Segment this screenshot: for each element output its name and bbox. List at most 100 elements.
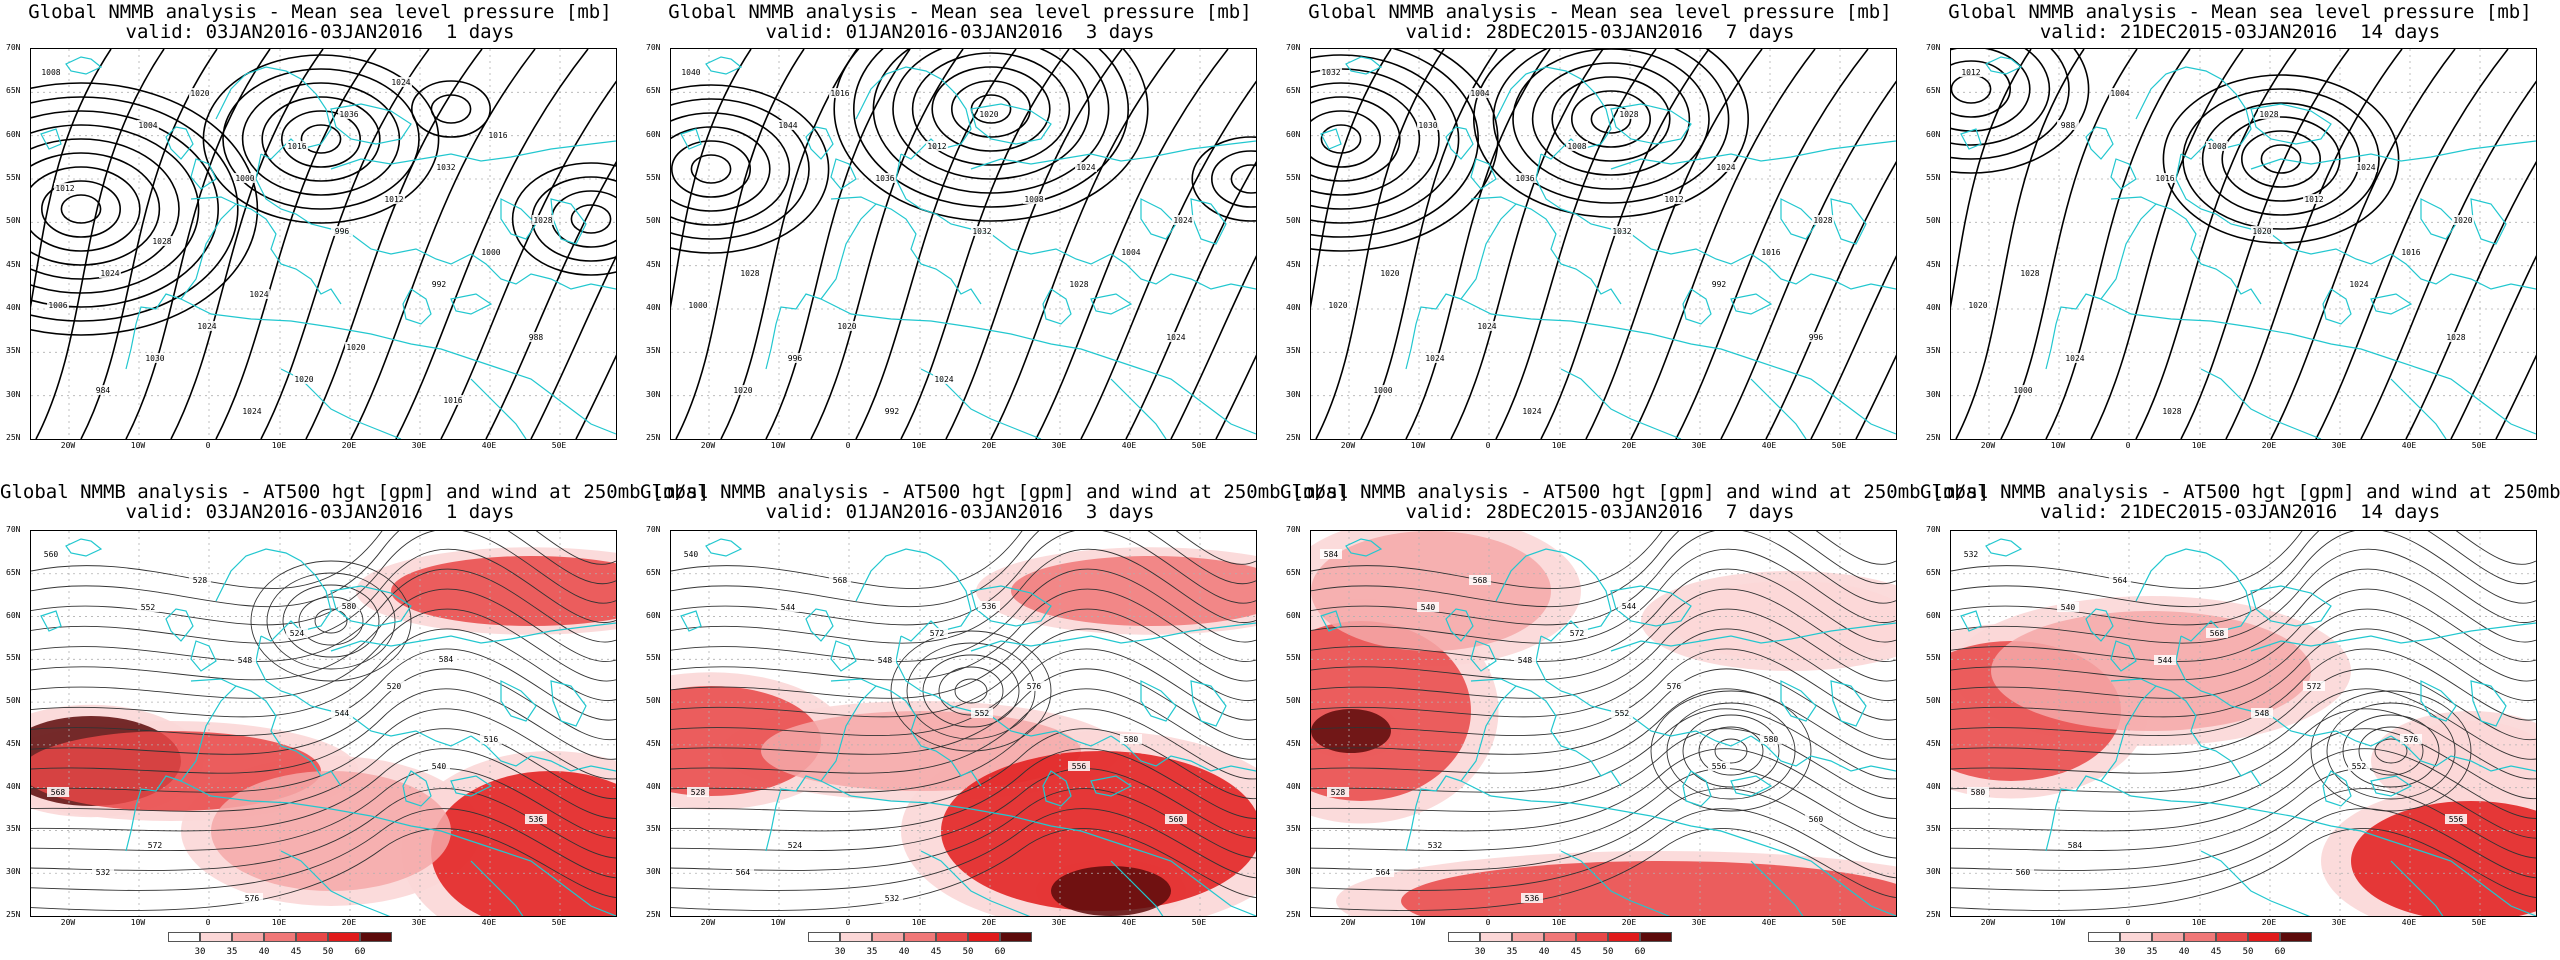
- contour-label: 1008: [1024, 195, 1043, 204]
- height-contour: [31, 748, 616, 832]
- isobar: [931, 66, 1051, 152]
- contour-label-bg: [2303, 194, 2325, 204]
- contour-label: 520: [387, 682, 402, 691]
- height-contour: [31, 708, 616, 793]
- contour-label-bg: [784, 353, 806, 363]
- colorbar-segment: [232, 932, 264, 942]
- isobar: [2240, 130, 2321, 188]
- contour-label: 548: [2255, 709, 2270, 718]
- lat-label: 60N: [1286, 610, 1301, 620]
- coastline: [2250, 622, 2536, 652]
- contour-label: 1004: [138, 121, 157, 130]
- lon-label: 20W: [1340, 441, 1356, 450]
- isobar: [1405, 49, 1551, 439]
- contour-label: 1028: [740, 269, 759, 278]
- lat-label: 35N: [6, 346, 21, 356]
- map-panel-p5: Global NMMB analysis - AT500 hgt [gpm] a…: [0, 480, 709, 960]
- colorbar-tick: 30: [1474, 947, 1486, 957]
- colorbar-segment: [2184, 932, 2216, 942]
- coastline: [990, 715, 1112, 747]
- coastline: [190, 640, 217, 672]
- coastline: [820, 298, 1256, 435]
- lon-label: 10W: [2050, 918, 2066, 927]
- height-contour: [31, 728, 616, 812]
- coastline: [1830, 680, 1867, 727]
- panel-title: Global NMMB analysis - Mean sea level pr…: [1280, 2, 1920, 42]
- coastline: [500, 680, 537, 722]
- contour-label-bg: [345, 342, 367, 352]
- map-svg: 540 544 548 552 556 560 564 568 572 576 580 528 524 5…: [671, 531, 1256, 916]
- coastline: [895, 635, 992, 717]
- isobar: [350, 49, 536, 439]
- coastline: [1750, 860, 1804, 916]
- contour-label-bg: [480, 247, 502, 257]
- lat-label: 65N: [6, 567, 21, 577]
- contour-label: 544: [335, 709, 350, 718]
- isobar: [440, 80, 616, 439]
- title-line-1: Global NMMB analysis - AT500 hgt [gpm] a…: [1280, 481, 1990, 503]
- isobar: [690, 154, 732, 184]
- coastline: [2470, 198, 2507, 245]
- coastline: [2420, 198, 2457, 240]
- lon-label: 0: [1485, 918, 1491, 927]
- coastline: [1460, 298, 1896, 435]
- contour-label-bg: [1372, 867, 1394, 877]
- coastline: [1560, 850, 1671, 916]
- coastline: [2175, 635, 2272, 717]
- colorbar-tick: 45: [290, 947, 302, 957]
- colorbar-tick: 35: [1506, 947, 1518, 957]
- contour-label-bg: [881, 406, 903, 416]
- coastline: [255, 153, 352, 235]
- contour-label: 1000: [481, 248, 500, 257]
- isobar: [1720, 80, 1896, 439]
- contour-label: 564: [2113, 576, 2128, 585]
- colorbar-segment: [840, 932, 872, 942]
- coastline: [705, 538, 743, 557]
- lat-label: 25N: [1286, 910, 1301, 919]
- lon-label: 40E: [481, 918, 497, 927]
- isobar: [410, 80, 491, 138]
- contour-label-bg: [1611, 708, 1633, 718]
- coastline: [1110, 860, 1164, 916]
- contour-label-bg: [739, 268, 761, 278]
- coastline: [1960, 128, 1982, 150]
- contour-label-bg: [680, 67, 702, 77]
- isobar: [2315, 49, 2509, 439]
- height-contour: [31, 531, 616, 608]
- lon-label: 50E: [2471, 918, 2487, 927]
- contour-label: 572: [1570, 629, 1585, 638]
- lat-label: 60N: [1926, 610, 1941, 620]
- contour-label-bg: [2445, 814, 2467, 824]
- coastline: [500, 198, 537, 240]
- contour-label: 1028: [152, 237, 171, 246]
- title-line-2: valid: 21DEC2015-03JAN2016 14 days: [2039, 501, 2441, 523]
- contour-label: 1024: [100, 269, 119, 278]
- contour-label: 1012: [1664, 195, 1683, 204]
- isobar: [241, 82, 401, 196]
- lat-label: 40N: [1926, 781, 1941, 791]
- height-contour: [671, 728, 1256, 812]
- height-contour: [31, 628, 616, 718]
- contour-label: 544: [2158, 656, 2173, 665]
- lon-label: 20W: [700, 441, 716, 450]
- contour-label: 568: [2210, 629, 2225, 638]
- lon-label: 30E: [1691, 918, 1707, 927]
- height-contour: [671, 768, 1256, 852]
- coastline: [2155, 203, 2262, 305]
- lon-label: 20E: [2261, 918, 2277, 927]
- height-contour: [31, 531, 616, 589]
- contour-label-bg: [2012, 867, 2034, 877]
- coastline: [402, 770, 432, 807]
- contour-label-bg: [338, 109, 360, 119]
- contour-label: 556: [1072, 762, 1087, 771]
- lon-label: 30E: [411, 441, 427, 450]
- contour-label-bg: [1372, 385, 1394, 395]
- contour-label-bg: [1120, 734, 1142, 744]
- isobar: [765, 49, 911, 439]
- contour-label-bg: [54, 183, 76, 193]
- height-contour: [2342, 714, 2440, 788]
- lon-label: 20W: [60, 918, 76, 927]
- coastline: [1610, 622, 1896, 652]
- isobar: [1765, 160, 1896, 439]
- lat-label: 60N: [1926, 129, 1941, 139]
